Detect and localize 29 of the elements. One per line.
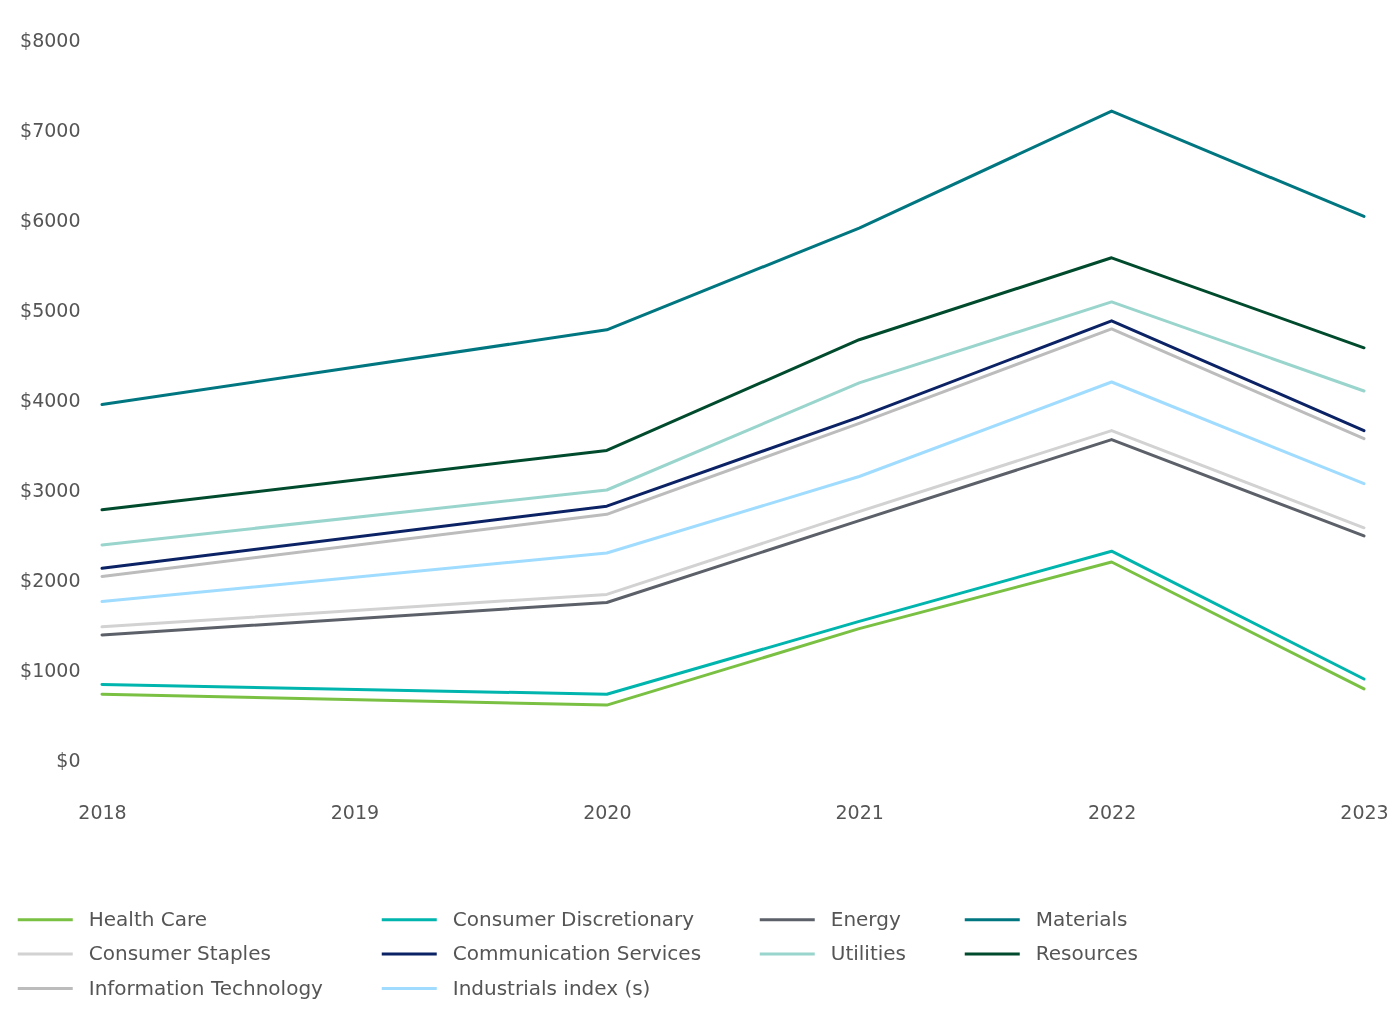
legend-label: Consumer Staples: [88, 941, 271, 965]
x-tick-label: 2021: [835, 800, 884, 823]
y-tick-label: $8000: [20, 28, 81, 51]
y-tick-label: $0: [56, 748, 81, 771]
x-tick-label: 2018: [78, 800, 127, 823]
y-tick-label: $6000: [20, 208, 81, 231]
legend-label: Energy: [830, 906, 901, 931]
legend-label: Consumer Discretionary: [452, 906, 695, 931]
legend-label: Health Care: [88, 906, 208, 931]
legend-label: Resources: [1035, 941, 1138, 965]
y-tick-label: $1000: [20, 658, 81, 681]
line-series: [100, 256, 1366, 512]
legend-label: Information Technology: [88, 975, 324, 1000]
y-tick-label: $2000: [20, 568, 81, 591]
x-tick-label: 2019: [330, 800, 380, 823]
legend-label: Utilities: [830, 941, 907, 965]
y-tick-label: $5000: [20, 298, 81, 321]
line-series: [100, 300, 1366, 547]
line-series: [100, 109, 1366, 406]
x-tick-label: 2020: [583, 800, 632, 823]
legend-label: Industrials index (s): [452, 975, 651, 1000]
line-series: [100, 380, 1366, 604]
legend-label: Materials: [1035, 906, 1128, 931]
y-tick-label: $7000: [20, 118, 81, 141]
y-tick-label: $4000: [20, 388, 81, 411]
x-tick-label: 2023: [1340, 800, 1389, 823]
x-tick-label: 2022: [1087, 800, 1137, 823]
legend-label: Communication Services: [452, 941, 702, 965]
y-tick-label: $3000: [20, 478, 81, 501]
